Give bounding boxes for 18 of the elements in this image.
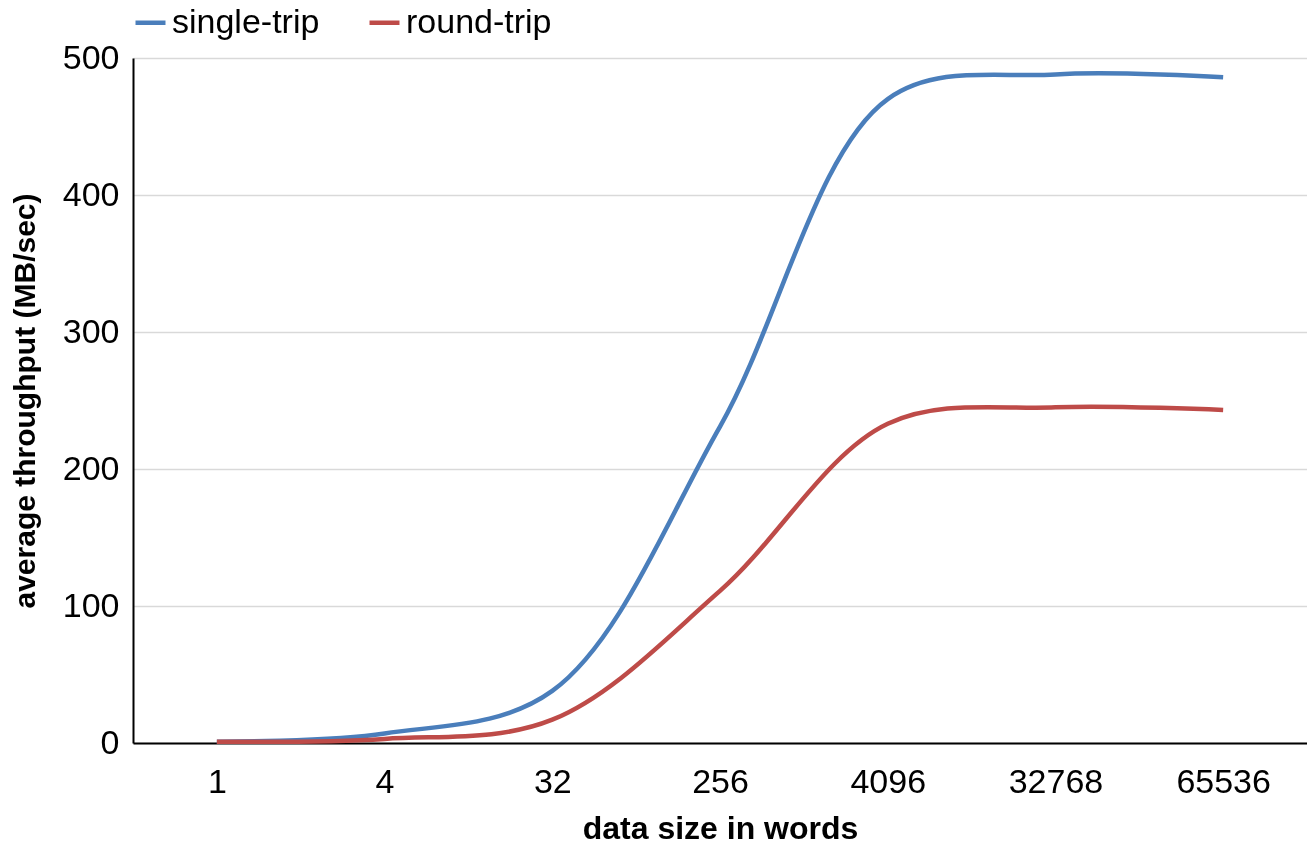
x-tick-label: 1	[207, 761, 227, 800]
legend-label: round-trip	[406, 1, 552, 40]
y-axis-title: average throughput (MB/sec)	[7, 193, 41, 609]
x-tick-label: 4	[375, 761, 395, 800]
y-tick-label: 300	[62, 311, 120, 350]
x-tick-label: 256	[692, 761, 749, 800]
x-axis-title: data size in words	[582, 809, 859, 846]
x-tick-label: 32768	[1008, 761, 1104, 800]
y-tick-label: 100	[62, 585, 120, 624]
y-tick-label: 200	[62, 448, 120, 487]
y-tick-label: 0	[100, 722, 120, 761]
y-tick-label: 400	[62, 174, 120, 213]
x-tick-label: 4096	[850, 761, 927, 800]
x-tick-label: 65536	[1176, 761, 1271, 800]
x-tick-label: 32	[533, 761, 572, 800]
legend-label: single-trip	[172, 1, 320, 40]
y-tick-label: 500	[62, 37, 120, 76]
line-series	[214, 404, 1226, 744]
